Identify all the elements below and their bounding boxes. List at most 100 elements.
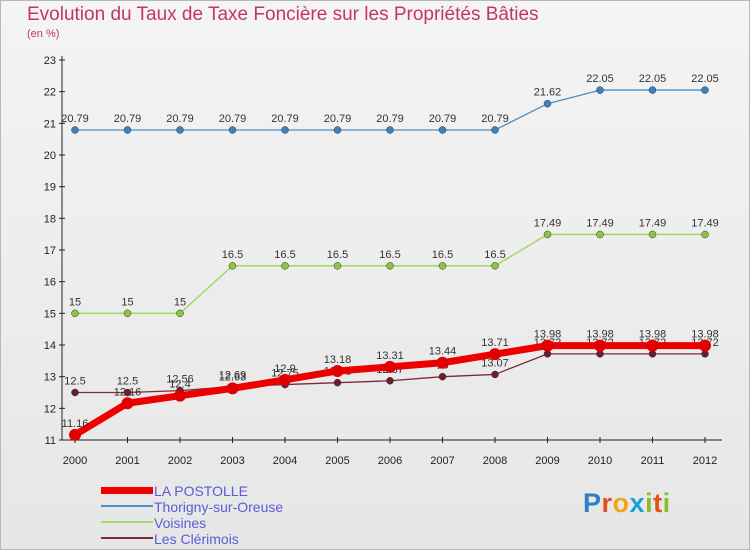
data-point-la-postolle <box>121 397 134 410</box>
data-point-la-postolle <box>384 360 396 373</box>
y-tick-label: 17 <box>44 245 56 257</box>
data-point-thorigny-sur-oreuse <box>438 126 447 134</box>
data-point-voisines <box>438 262 447 270</box>
data-label-thorigny-sur-oreuse: 20.79 <box>376 113 404 125</box>
data-point-thorigny-sur-oreuse <box>648 86 657 94</box>
data-point-la-postolle <box>69 428 81 441</box>
data-point-thorigny-sur-oreuse <box>281 126 289 134</box>
legend-label: Les Clérimois <box>154 531 239 547</box>
y-tick-label: 20 <box>44 150 56 162</box>
data-point-la-postolle <box>699 339 711 352</box>
data-label-thorigny-sur-oreuse: 20.79 <box>114 113 142 125</box>
legend-swatch <box>101 521 153 523</box>
data-label-voisines: 16.5 <box>484 249 505 261</box>
data-point-la-postolle <box>594 339 606 352</box>
y-tick-label: 13 <box>44 372 56 384</box>
data-label-thorigny-sur-oreuse: 20.79 <box>481 113 509 125</box>
chart-title: Evolution du Taux de Taxe Foncière sur l… <box>27 4 539 25</box>
logo-letter: i <box>645 488 654 518</box>
x-tick-label: 2003 <box>220 455 244 467</box>
data-point-voisines <box>648 230 657 239</box>
data-label-thorigny-sur-oreuse: 20.79 <box>61 113 89 125</box>
data-point-la-postolle <box>331 364 344 377</box>
data-label-la-postolle: 12.9 <box>274 363 295 375</box>
x-tick-label: 2000 <box>63 455 87 467</box>
data-label-la-postolle: 13.98 <box>586 329 614 341</box>
data-point-la-postolle <box>489 348 501 361</box>
y-tick-label: 21 <box>44 118 56 130</box>
data-label-les-cl-rimois: 12.5 <box>117 376 138 388</box>
data-label-thorigny-sur-oreuse: 22.05 <box>639 73 667 85</box>
logo-letter: t <box>653 488 663 518</box>
data-point-voisines <box>701 230 709 239</box>
logo-letter: i <box>662 488 671 518</box>
x-tick-label: 2006 <box>378 455 402 467</box>
data-label-voisines: 17.49 <box>639 217 667 229</box>
y-tick-label: 12 <box>44 403 56 415</box>
chart-unit-label: (en %) <box>27 28 60 40</box>
data-label-les-cl-rimois: 12.69 <box>219 369 247 381</box>
data-label-voisines: 15 <box>174 296 186 308</box>
data-label-thorigny-sur-oreuse: 21.62 <box>534 87 562 99</box>
x-tick-label: 2001 <box>115 455 139 467</box>
data-point-thorigny-sur-oreuse <box>123 126 132 134</box>
data-point-la-postolle <box>279 373 291 386</box>
data-label-thorigny-sur-oreuse: 20.79 <box>271 113 299 125</box>
data-point-les-cl-rimois <box>333 378 342 387</box>
y-tick-label: 16 <box>44 277 56 289</box>
data-point-thorigny-sur-oreuse <box>228 126 237 134</box>
data-label-voisines: 16.5 <box>327 249 348 261</box>
data-label-les-cl-rimois: 12.56 <box>166 374 194 386</box>
y-tick-label: 22 <box>44 87 56 99</box>
y-tick-label: 18 <box>44 213 56 225</box>
data-point-la-postolle <box>226 382 239 395</box>
series-line-voisines <box>74 233 706 315</box>
data-label-voisines: 15 <box>69 296 81 308</box>
x-tick-label: 2010 <box>588 455 612 467</box>
data-label-les-cl-rimois: 12.5 <box>64 376 85 388</box>
data-point-voisines <box>333 262 342 270</box>
data-point-les-cl-rimois <box>491 370 499 379</box>
data-point-les-cl-rimois <box>438 372 447 381</box>
data-point-voisines <box>386 262 394 270</box>
logo-letter: r <box>601 488 613 518</box>
data-label-voisines: 16.5 <box>432 249 453 261</box>
y-tick-label: 15 <box>44 308 56 320</box>
data-point-les-cl-rimois <box>123 388 132 397</box>
data-point-voisines <box>596 230 604 239</box>
data-point-les-cl-rimois <box>71 388 79 397</box>
data-label-la-postolle: 13.98 <box>691 329 719 341</box>
data-point-voisines <box>491 262 499 270</box>
data-point-voisines <box>543 230 552 239</box>
data-label-voisines: 16.5 <box>274 249 295 261</box>
data-label-la-postolle: 13.18 <box>324 354 352 366</box>
y-tick-label: 19 <box>44 182 56 194</box>
data-label-la-postolle: 11.16 <box>62 418 89 430</box>
data-point-thorigny-sur-oreuse <box>71 126 79 134</box>
x-tick-label: 2007 <box>430 455 454 467</box>
data-label-la-postolle: 12.4 <box>169 379 190 391</box>
logo-letter: x <box>629 488 646 518</box>
legend-label: Thorigny-sur-Oreuse <box>154 499 284 515</box>
data-label-voisines: 17.49 <box>691 217 719 229</box>
data-label-la-postolle: 12.63 <box>219 371 247 383</box>
data-label-thorigny-sur-oreuse: 20.79 <box>219 113 247 125</box>
legend-swatch <box>101 537 153 539</box>
data-label-thorigny-sur-oreuse: 20.79 <box>324 113 352 125</box>
data-label-la-postolle: 13.71 <box>481 337 509 349</box>
proxiti-logo: Proxiti <box>583 488 671 519</box>
data-label-voisines: 17.49 <box>534 217 562 229</box>
data-label-thorigny-sur-oreuse: 22.05 <box>691 73 719 85</box>
data-label-la-postolle: 13.31 <box>376 350 404 362</box>
data-point-thorigny-sur-oreuse <box>491 126 499 134</box>
data-label-la-postolle: 12.16 <box>114 386 142 398</box>
x-tick-label: 2012 <box>693 455 717 467</box>
data-point-thorigny-sur-oreuse <box>176 126 184 134</box>
data-label-la-postolle: 13.44 <box>429 346 457 358</box>
data-point-thorigny-sur-oreuse <box>386 126 394 134</box>
legend-label: Voisines <box>154 515 207 531</box>
data-point-voisines <box>71 309 79 318</box>
legend-swatch <box>101 505 153 507</box>
data-point-thorigny-sur-oreuse <box>701 86 709 94</box>
